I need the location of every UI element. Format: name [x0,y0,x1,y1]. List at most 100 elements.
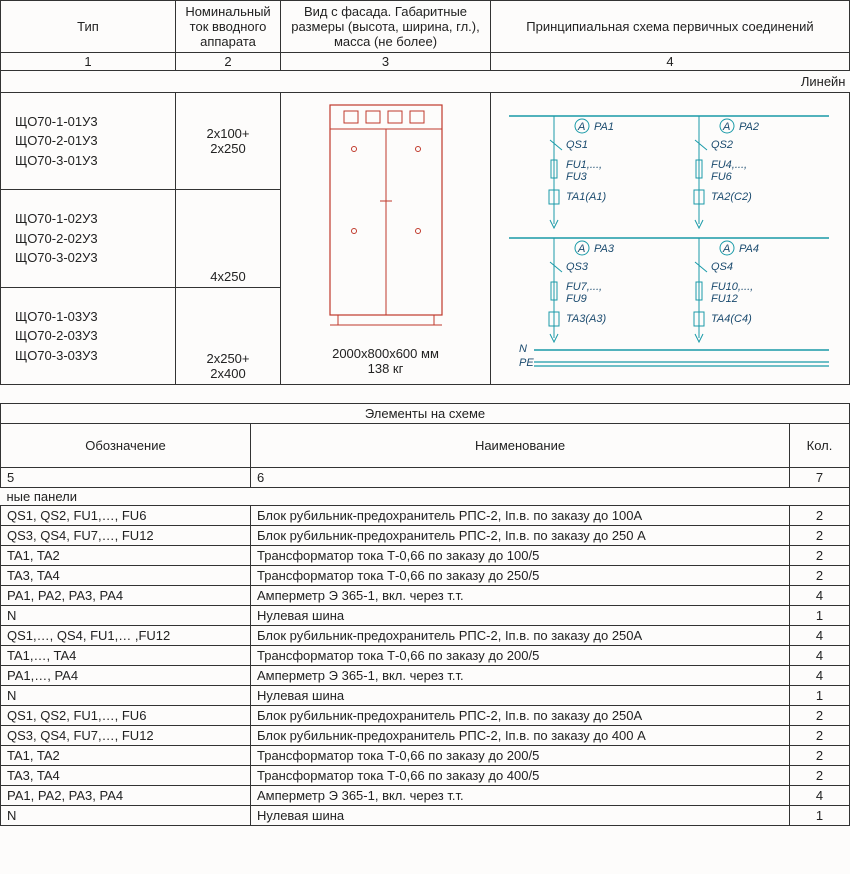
colnum-4: 4 [491,53,850,71]
schematic-drawing: A PA1 QS1 FU1,...,FU3 TA1(A1) A PA2 [499,102,839,372]
element-row: PA1, PA2, PA3, PA4Амперметр Э 365-1, вкл… [1,586,850,606]
elem-name: Нулевая шина [251,686,790,706]
elem-name: Нулевая шина [251,606,790,626]
elem-designation: PA1,…, PA4 [1,666,251,686]
svg-text:QS3: QS3 [566,261,589,273]
svg-text:FU10,...,: FU10,..., [711,281,753,293]
svg-text:PA3: PA3 [594,243,615,255]
elem-designation: TA1,…, TA4 [1,646,251,666]
elem-name: Блок рубильник-предохранитель РПС-2, Iп.… [251,726,790,746]
elem-name: Блок рубильник-предохранитель РПС-2, Iп.… [251,506,790,526]
colnum-3: 3 [281,53,491,71]
svg-text:A: A [577,243,585,255]
elements-table: Элементы на схеме Обозначение Наименован… [0,403,850,826]
elem-designation: TA3, TA4 [1,566,251,586]
elem-designation: N [1,606,251,626]
element-row: TA1,…, TA4Трансформатор тока Т-0,66 по з… [1,646,850,666]
elem-qty: 1 [790,686,850,706]
elem-qty: 2 [790,706,850,726]
svg-text:FU9: FU9 [566,293,587,305]
svg-text:A: A [577,121,585,133]
svg-text:A: A [722,121,730,133]
elem-qty: 2 [790,526,850,546]
svg-text:QS2: QS2 [711,139,733,151]
elem-designation: N [1,686,251,706]
elem-qty: 4 [790,666,850,686]
elem-qty: 2 [790,546,850,566]
hdr-rating: Номинальный ток вводного аппарата [176,1,281,53]
colnum-1: 1 [1,53,176,71]
elem-designation: QS1, QS2, FU1,…, FU6 [1,506,251,526]
types-group-1: ЩО70-1-01У3 ЩО70-2-01У3 ЩО70-3-01У3 [1,93,176,190]
rating-1: 2x100+ 2x250 [176,93,281,190]
element-row: QS3, QS4, FU7,…, FU12Блок рубильник-пред… [1,526,850,546]
element-row: NНулевая шина1 [1,606,850,626]
hdr-name: Наименование [251,424,790,468]
svg-text:TA1(A1): TA1(A1) [566,191,606,203]
elem-name: Амперметр Э 365-1, вкл. через т.т. [251,586,790,606]
types-group-2: ЩО70-1-02У3 ЩО70-2-02У3 ЩО70-3-02У3 [1,190,176,287]
element-row: QS1, QS2, FU1,…, FU6Блок рубильник-предо… [1,506,850,526]
svg-text:QS4: QS4 [711,261,733,273]
elem-name: Трансформатор тока Т-0,66 по заказу до 4… [251,766,790,786]
elem-qty: 2 [790,766,850,786]
element-row: QS1, QS2, FU1,…, FU6Блок рубильник-предо… [1,706,850,726]
elem-name: Трансформатор тока Т-0,66 по заказу до 2… [251,566,790,586]
elements-title: Элементы на схеме [1,404,850,424]
elem-designation: PA1, PA2, PA3, PA4 [1,786,251,806]
rating-3: 2x250+ 2x400 [176,287,281,384]
element-row: TA3, TA4Трансформатор тока Т-0,66 по зак… [1,566,850,586]
element-row: NНулевая шина1 [1,806,850,826]
elem-name: Трансформатор тока Т-0,66 по заказу до 2… [251,646,790,666]
svg-text:FU4,...,: FU4,..., [711,159,747,171]
svg-text:FU7,...,: FU7,..., [566,281,602,293]
element-row: NНулевая шина1 [1,686,850,706]
facade-dims: 2000x800x600 мм [289,346,482,361]
elem-name: Блок рубильник-предохранитель РПС-2, Iп.… [251,626,790,646]
element-row: PA1, PA2, PA3, PA4Амперметр Э 365-1, вкл… [1,786,850,806]
hdr-schematic: Принципиальная схема первичных соединени… [491,1,850,53]
svg-text:FU6: FU6 [711,171,733,183]
elem-qty: 2 [790,726,850,746]
elem-designation: PA1, PA2, PA3, PA4 [1,586,251,606]
elem-qty: 4 [790,586,850,606]
svg-text:N: N [519,343,527,355]
elem-name: Трансформатор тока Т-0,66 по заказу до 1… [251,546,790,566]
elem-qty: 4 [790,786,850,806]
elem-qty: 2 [790,746,850,766]
colnum-2: 2 [176,53,281,71]
svg-text:QS1: QS1 [566,139,588,151]
hdr-type: Тип [1,1,176,53]
element-row: TA3, TA4Трансформатор тока Т-0,66 по зак… [1,766,850,786]
elem-name: Амперметр Э 365-1, вкл. через т.т. [251,666,790,686]
hdr-designation: Обозначение [1,424,251,468]
elem-designation: TA1, TA2 [1,546,251,566]
svg-text:TA2(C2): TA2(C2) [711,191,752,203]
rating-2: 4x250 [176,190,281,287]
elem-name: Трансформатор тока Т-0,66 по заказу до 2… [251,746,790,766]
svg-text:PE: PE [519,357,534,369]
elem-qty: 4 [790,626,850,646]
element-row: QS3, QS4, FU7,…, FU12Блок рубильник-пред… [1,726,850,746]
svg-text:TA4(C4): TA4(C4) [711,313,752,325]
elem-name: Нулевая шина [251,806,790,826]
elem-qty: 2 [790,506,850,526]
elem-name: Блок рубильник-предохранитель РПС-2, Iп.… [251,526,790,546]
svg-text:TA3(A3): TA3(A3) [566,313,606,325]
elem-qty: 1 [790,606,850,626]
svg-text:PA4: PA4 [739,243,759,255]
facade-mass: 138 кг [289,361,482,376]
svg-text:FU12: FU12 [711,293,738,305]
element-row: TA1, TA2Трансформатор тока Т-0,66 по зак… [1,746,850,766]
svg-text:A: A [722,243,730,255]
line-label: Линейн [801,74,846,89]
elem-designation: QS3, QS4, FU7,…, FU12 [1,526,251,546]
elem-designation: N [1,806,251,826]
elem-qty: 4 [790,646,850,666]
element-row: TA1, TA2Трансформатор тока Т-0,66 по зак… [1,546,850,566]
spec-table: Тип Номинальный ток вводного аппарата Ви… [0,0,850,385]
elem-name: Амперметр Э 365-1, вкл. через т.т. [251,786,790,806]
elem-qty: 1 [790,806,850,826]
element-row: QS1,…, QS4, FU1,… ,FU12Блок рубильник-пр… [1,626,850,646]
colnum-6: 6 [251,468,790,488]
